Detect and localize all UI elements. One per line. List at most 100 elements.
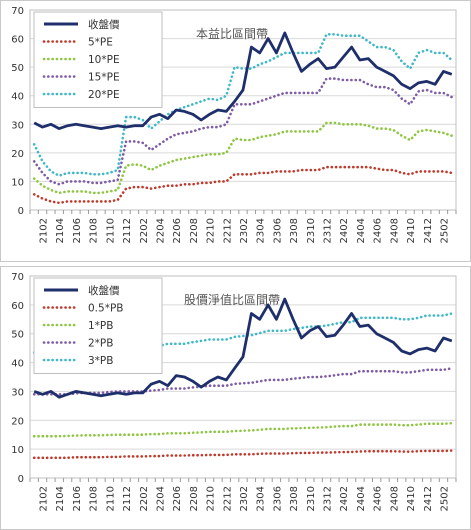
plot-area-border <box>29 9 457 211</box>
x-tick-label: 2406 <box>373 218 384 243</box>
y-tick-label: 70 <box>11 272 24 283</box>
legend: 收盤價 5*PE 10*PE 15*PE 20*PE <box>33 11 163 108</box>
x-tick-label: 2208 <box>189 218 200 243</box>
legend-label: 收盤價 <box>88 284 120 297</box>
series-line-2 <box>32 421 454 438</box>
legend-item: 收盤價 <box>44 18 120 31</box>
x-tick-label: 2106 <box>72 218 83 243</box>
pb-band-chart-panel: 0 10 20 30 40 50 60 70 2102 2104 2106 2108 2110 2112 2… <box>0 266 471 530</box>
y-tick-label: 0 <box>18 474 24 485</box>
series-line-0 <box>33 31 453 131</box>
y-tick-label: 0 <box>18 206 24 217</box>
plot-area-border <box>29 275 457 479</box>
y-tick-label: 70 <box>11 6 24 17</box>
legend-label: 20*PE <box>88 89 120 101</box>
x-tick-label: 2304 <box>256 486 267 511</box>
y-tick-label: 60 <box>11 301 24 312</box>
x-tick-label: 2312 <box>323 218 334 243</box>
x-tick-label: 2404 <box>356 486 367 511</box>
x-tick-label: 2204 <box>155 486 166 511</box>
series-line-1 <box>32 165 454 205</box>
x-tick-label: 2412 <box>423 486 434 511</box>
chart-svg: 0 10 20 30 40 50 60 70 2102 2104 2106 2108 2110 2112 2… <box>0 0 471 262</box>
x-tick-label: 2406 <box>373 486 384 511</box>
x-tick-label: 2308 <box>289 486 300 511</box>
series-line-4 <box>32 32 454 178</box>
x-tick-label: 2302 <box>239 486 250 511</box>
x-tick-label: 2304 <box>256 218 267 243</box>
x-tick-marks <box>29 210 457 214</box>
legend-item: 5*PE <box>42 37 113 49</box>
legend-label: 1*PB <box>88 320 113 332</box>
legend: 收盤價 0.5*PB 1*PB 2*PB 3*PB <box>33 277 163 374</box>
series-line-2 <box>32 121 454 195</box>
legend-label: 0.5*PB <box>88 303 123 315</box>
x-tick-label: 2212 <box>222 218 233 243</box>
legend-label: 5*PE <box>88 37 113 49</box>
x-tick-label: 2408 <box>389 486 400 511</box>
x-tick-label: 2210 <box>206 486 217 511</box>
chart-title: 股價淨值比區間帶 <box>184 292 280 307</box>
x-tick-label: 2502 <box>439 218 450 243</box>
x-tick-label: 2208 <box>189 486 200 511</box>
legend-label: 3*PB <box>88 355 113 367</box>
x-tick-label: 2206 <box>172 486 183 511</box>
y-tick-label: 10 <box>11 445 24 456</box>
pe-band-chart-panel: 0 10 20 30 40 50 60 70 2102 2104 2106 2108 2110 2112 2… <box>0 0 471 262</box>
x-tick-label: 2102 <box>39 486 50 511</box>
x-tick-label: 2408 <box>389 218 400 243</box>
x-tick-label: 2108 <box>89 218 100 243</box>
chart-svg: 0 10 20 30 40 50 60 70 2102 2104 2106 2108 2110 2112 2… <box>0 266 471 530</box>
legend-item: 收盤價 <box>44 284 120 297</box>
legend-box <box>33 11 163 108</box>
y-tick-label: 40 <box>11 92 24 103</box>
x-tick-label: 2402 <box>339 486 350 511</box>
x-tick-label: 2112 <box>122 218 133 243</box>
x-tick-marks <box>29 478 457 482</box>
y-tick-label: 40 <box>11 359 24 370</box>
x-tick-label: 2306 <box>272 218 283 243</box>
x-tick-label: 2308 <box>289 218 300 243</box>
legend-item: 1*PB <box>42 320 113 332</box>
x-tick-label: 2404 <box>356 218 367 243</box>
x-tick-label: 2206 <box>172 218 183 243</box>
chart-title: 本益比區間帶 <box>196 27 268 41</box>
x-tick-label: 2112 <box>122 486 133 511</box>
x-tick-label: 2104 <box>55 218 66 243</box>
y-tick-label: 50 <box>11 330 24 341</box>
legend-label: 10*PE <box>88 54 120 66</box>
x-tick-label: 2310 <box>306 218 317 243</box>
series-line-1 <box>32 449 454 460</box>
legend-box <box>33 277 163 374</box>
legend-label: 收盤價 <box>88 18 120 31</box>
legend-item: 20*PE <box>42 89 120 101</box>
x-tick-label: 2102 <box>39 218 50 243</box>
x-tick-label: 2412 <box>423 218 434 243</box>
legend-item: 2*PB <box>42 338 113 350</box>
legend-item: 0.5*PB <box>42 303 123 315</box>
x-tick-label: 2106 <box>72 486 83 511</box>
x-tick-label: 2402 <box>339 218 350 243</box>
x-tick-label: 2410 <box>406 218 417 243</box>
legend-item: 3*PB <box>42 355 113 367</box>
x-tick-label: 2202 <box>139 218 150 243</box>
y-tick-label: 30 <box>11 387 24 398</box>
x-tick-label: 2410 <box>406 486 417 511</box>
x-tick-label: 2502 <box>439 486 450 511</box>
x-tick-label: 2212 <box>222 486 233 511</box>
series-line-0 <box>33 297 453 399</box>
legend-label: 15*PE <box>88 72 120 84</box>
x-tick-label: 2110 <box>105 218 116 243</box>
x-tick-label: 2110 <box>105 486 116 511</box>
x-tick-label: 2310 <box>306 486 317 511</box>
x-tick-label: 2108 <box>89 486 100 511</box>
x-tick-label: 2202 <box>139 486 150 511</box>
y-tick-label: 20 <box>11 416 24 427</box>
y-tick-label: 60 <box>11 35 24 46</box>
x-tick-label: 2312 <box>323 486 334 511</box>
y-tick-label: 30 <box>11 120 24 131</box>
series-line-3 <box>32 367 454 396</box>
y-tick-label: 10 <box>11 177 24 188</box>
x-tick-label: 2302 <box>239 218 250 243</box>
y-tick-label: 20 <box>11 149 24 160</box>
